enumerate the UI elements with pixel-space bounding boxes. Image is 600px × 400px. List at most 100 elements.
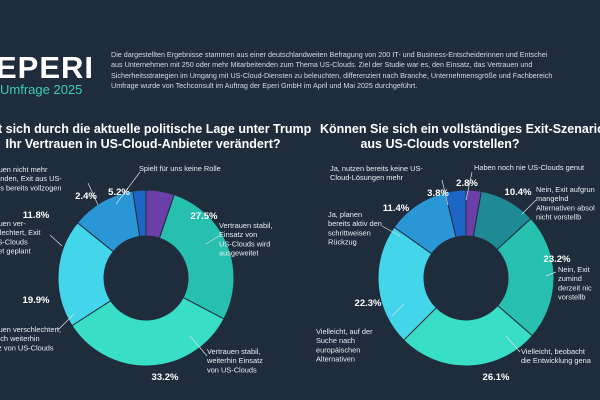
donut-slice — [403, 304, 534, 367]
category-label: Haben noch nie US-Clouds genut — [474, 163, 584, 172]
category-label: Nein, Exit aufgrun mangelnd Alternativen a… — [536, 185, 595, 222]
category-label-line: Ja, nutzen bereits keine US- — [330, 164, 423, 173]
category-label-line: Ja, planen — [328, 210, 362, 219]
intro-line: Sicherheitsstrategien im Umgang mit US-C… — [111, 70, 553, 80]
leader-line — [505, 335, 521, 353]
category-label-line: bereits aktiv den — [328, 219, 382, 228]
category-label-line: europäischen — [316, 345, 360, 354]
intro-line: Die dargestellten Ergebnisse stammen aus… — [111, 50, 548, 59]
category-label-line: rauen nicht mehr — [0, 165, 48, 174]
category-label-line: mangelnd — [536, 194, 568, 203]
value-label: 2.4% — [75, 191, 97, 202]
value-label: 27.5% — [191, 211, 218, 222]
category-label-line: Vertrauen stabil, — [207, 347, 260, 356]
category-label: Vielleicht, auf der Suche nach europäische… — [316, 327, 373, 364]
category-label-line: ausgeweitet — [219, 249, 258, 258]
value-label: 19.9% — [23, 295, 50, 306]
donut-slice — [444, 189, 467, 238]
value-label: 3.8% — [427, 188, 449, 199]
leader-line — [49, 234, 63, 247]
category-label-line: US-Clouds wird — [219, 239, 270, 248]
category-label-line: atz von US-Clouds — [0, 343, 54, 352]
category-label-line: Alternativen absol — [536, 203, 595, 212]
leader-line — [87, 182, 99, 206]
value-label: 22.3% — [355, 298, 382, 309]
category-label-line: Nein, Exit aufgrun — [536, 185, 595, 194]
category-label-line: Spielt für uns keine Rolle — [139, 164, 221, 173]
category-label-line: die Entwicklung gena — [521, 356, 592, 365]
intro-text: Die dargestellten Ergebnisse stammen aus… — [111, 50, 600, 92]
donut-slice — [132, 189, 147, 238]
category-label-line: Vielleicht, beobacht — [521, 347, 585, 356]
category-label-line: nicht vorstellb — [536, 213, 581, 222]
category-label-line: weiterhin Einsatz — [206, 356, 263, 365]
category-label: Ja, nutzen bereits keine US-Cloud-Lösung… — [330, 164, 423, 182]
intro-line: aus Unternehmen mit 250 oder mehr Mitarb… — [111, 60, 533, 70]
category-label: Nein, Exit zumind derzeit nic vorstellb — [558, 265, 592, 302]
category-label-line: rauen verschlechtert, — [0, 325, 61, 334]
brand-logo: EPERI — [0, 50, 95, 85]
category-label-line: noch weiterhin — [0, 334, 40, 343]
category-label-line: Haben noch nie US-Clouds genut — [474, 163, 584, 172]
value-label: 5.2% — [108, 187, 130, 198]
leader-line — [521, 199, 537, 215]
leader-line — [205, 235, 220, 245]
chart-2-title-line: aus US-Clouds vorstellen? — [360, 137, 520, 151]
category-label-line: Alternativen — [316, 355, 355, 364]
category-label-line: Cloud-Lösungen mehr — [330, 173, 404, 182]
intro-line: Umfrage wurde von Techconsult im Auftrag… — [111, 81, 418, 91]
category-label-line: Vielleicht, auf der — [316, 327, 373, 336]
category-label-line: Nein, Exit — [558, 265, 590, 274]
donut-chart-1: 5.2% 27.5% 33.2% 19.9% 11.8% 2.4% Spielt für u… — [0, 164, 272, 383]
chart-1-title-line: Ihr Vertrauen in US-Cloud-Anbieter verän… — [5, 137, 281, 151]
value-label: 11.8% — [23, 210, 50, 221]
category-label: Ja, planen bereits aktiv den schrittweisen… — [328, 210, 382, 247]
chart-1-title: t sich durch die aktuelle politische Lag… — [0, 122, 312, 152]
category-label-line: chlechtert, Exit — [0, 228, 40, 237]
donut-slice — [158, 194, 235, 320]
leader-line — [465, 171, 473, 201]
value-label: 2.8% — [456, 178, 478, 189]
donut-slice — [496, 217, 555, 337]
donut-chart-2: 2.8% 10.4% 23.2% 26.1% 22.3% 11.4% 3.8% Haben n… — [316, 163, 595, 383]
category-label: Vertrauen stabil, Einsatz von US-Clouds wi… — [219, 221, 272, 258]
brand-subtitle: Umfrage 2025 — [0, 82, 83, 97]
donut-slice — [377, 226, 438, 341]
category-label: Vielleicht, beobacht die Entwicklung gena — [521, 347, 592, 365]
eperi-emblem-icon — [452, 253, 480, 292]
leader-line — [391, 303, 405, 317]
category-label-line: Suche nach — [316, 336, 355, 345]
eperi-emblem-icon — [132, 253, 160, 292]
category-label-line: schrittweisen — [328, 228, 371, 237]
category-label-line: uds bereits vollzogen — [0, 183, 61, 192]
leader-line — [189, 335, 208, 357]
category-label-line: Rückzug — [328, 238, 357, 247]
category-label-line: Einsatz von — [219, 230, 257, 239]
category-label-line: zumind — [558, 274, 582, 283]
category-label-line: Vertrauen stabil, — [219, 221, 272, 230]
chart-1-title-line: t sich durch die aktuelle politische Lag… — [0, 122, 312, 136]
category-label-line: US-Clouds — [0, 237, 28, 246]
chart-2-title: Können Sie sich ein vollständiges Exit-S… — [320, 122, 600, 152]
value-label: 11.4% — [383, 203, 410, 214]
donut-slice — [57, 222, 115, 327]
value-label: 10.4% — [505, 187, 532, 198]
category-label-line: derzeit nic — [558, 283, 592, 292]
value-label: 23.2% — [544, 254, 571, 265]
category-label-line: vorstellb — [558, 293, 586, 302]
category-label: rauen verschlechtert,noch weiterhinatz v… — [0, 325, 61, 352]
category-label: Spielt für uns keine Rolle — [139, 164, 221, 173]
value-label: 33.2% — [152, 372, 179, 383]
leader-line — [545, 271, 557, 277]
leader-line — [441, 179, 449, 206]
donut-slice — [71, 296, 225, 367]
chart-2-title-line: Können Sie sich ein vollständiges Exit-S… — [320, 122, 600, 136]
category-label: Vertrauen stabil, weiterhin Einsatz von US… — [206, 347, 263, 374]
category-label-line: kret geplant — [0, 247, 31, 256]
category-label: rauen ver-chlechtert, ExitUS-Cloudskret … — [0, 219, 40, 256]
leader-line — [381, 225, 401, 237]
category-label: rauen nicht mehrhanden, Exit aus US-uds … — [0, 165, 62, 192]
leader-line — [115, 171, 141, 205]
category-label-line: von US-Clouds — [207, 365, 257, 374]
